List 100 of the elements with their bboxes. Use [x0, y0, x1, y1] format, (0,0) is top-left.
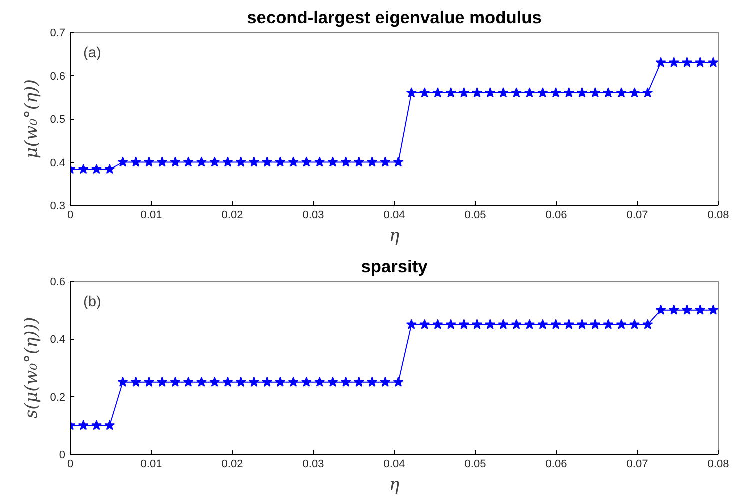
- point: [524, 88, 536, 98]
- point: [708, 57, 718, 68]
- x-tick-label: 0.02: [222, 210, 244, 222]
- point: [564, 88, 574, 98]
- point: [288, 376, 299, 387]
- point: [183, 156, 194, 167]
- x-axis-title: η: [389, 476, 400, 496]
- point: [629, 88, 640, 98]
- point: [340, 156, 352, 167]
- annotation: (a): [83, 45, 102, 62]
- point: [130, 156, 142, 167]
- point: [104, 420, 116, 430]
- point: [656, 304, 666, 315]
- x-tick-label: 0.01: [140, 210, 162, 222]
- point: [682, 304, 692, 315]
- point: [420, 319, 430, 330]
- point: [577, 319, 588, 330]
- point: [262, 376, 273, 387]
- point: [656, 57, 666, 68]
- point: [472, 319, 483, 330]
- x-tick-label: 0.07: [626, 210, 648, 222]
- point: [144, 376, 154, 387]
- point: [616, 319, 627, 330]
- x-tick-label: 0.06: [546, 210, 568, 222]
- point: [196, 156, 207, 167]
- point: [629, 319, 640, 330]
- point: [695, 57, 706, 68]
- point: [210, 156, 220, 167]
- point: [393, 156, 404, 167]
- point: [458, 88, 470, 98]
- y-tick-label: 0.6: [50, 276, 66, 288]
- point: [682, 57, 692, 68]
- y-tick-label: 0.2: [50, 392, 66, 404]
- point: [340, 376, 352, 387]
- x-tick-label: 0.03: [302, 458, 324, 470]
- point: [380, 376, 391, 387]
- point: [144, 156, 154, 167]
- point: [498, 88, 509, 98]
- point: [642, 319, 654, 330]
- x-tick-label: 0.02: [222, 458, 244, 470]
- point: [91, 164, 102, 174]
- point: [446, 88, 456, 98]
- point: [446, 319, 456, 330]
- point: [157, 376, 168, 387]
- point: [458, 319, 470, 330]
- point: [420, 88, 430, 98]
- annotation: (b): [83, 294, 102, 310]
- x-tick-label: 0.07: [626, 458, 648, 470]
- x-tick-label: 0.04: [384, 458, 406, 470]
- x-tick-label: 0: [67, 458, 74, 470]
- point: [301, 156, 312, 167]
- point: [485, 319, 496, 330]
- point: [695, 304, 706, 315]
- point: [210, 376, 220, 387]
- point: [288, 156, 299, 167]
- point: [301, 376, 312, 387]
- point: [380, 156, 391, 167]
- x-tick-label: 0.05: [464, 210, 486, 222]
- point: [196, 376, 207, 387]
- point: [485, 88, 496, 98]
- y-tick-label: 0: [59, 450, 66, 462]
- point: [668, 57, 680, 68]
- point: [564, 319, 574, 330]
- point: [275, 376, 286, 387]
- point: [603, 319, 614, 330]
- point: [236, 156, 246, 167]
- point: [406, 88, 417, 98]
- point: [170, 156, 181, 167]
- point: [472, 88, 483, 98]
- point: [538, 88, 548, 98]
- x-tick-label: 0.08: [708, 210, 730, 222]
- y-tick-label: 0.6: [50, 70, 66, 83]
- point: [118, 156, 128, 167]
- point: [393, 376, 404, 387]
- y-axis-title: μ(w₀°(η)): [22, 79, 42, 159]
- point: [78, 164, 89, 174]
- point: [328, 376, 338, 387]
- point: [130, 376, 142, 387]
- x-tick-label: 0.06: [546, 458, 568, 470]
- x-tick-label: 0.08: [708, 458, 730, 470]
- point: [354, 156, 364, 167]
- point: [183, 376, 194, 387]
- x-tick-label: 0.04: [384, 210, 406, 222]
- point: [432, 88, 444, 98]
- point: [262, 156, 273, 167]
- point: [511, 319, 522, 330]
- point: [78, 420, 89, 430]
- x-axis-title: η: [389, 226, 400, 246]
- point: [616, 88, 627, 98]
- point: [118, 376, 128, 387]
- point: [248, 156, 260, 167]
- point: [577, 88, 588, 98]
- point: [708, 304, 718, 315]
- point: [406, 319, 417, 330]
- point: [248, 376, 260, 387]
- chart-title: second-largest eigenvalue modulus: [247, 8, 542, 28]
- point: [222, 376, 234, 387]
- point: [590, 319, 601, 330]
- x-tick-label: 0.05: [464, 458, 486, 470]
- point: [354, 376, 364, 387]
